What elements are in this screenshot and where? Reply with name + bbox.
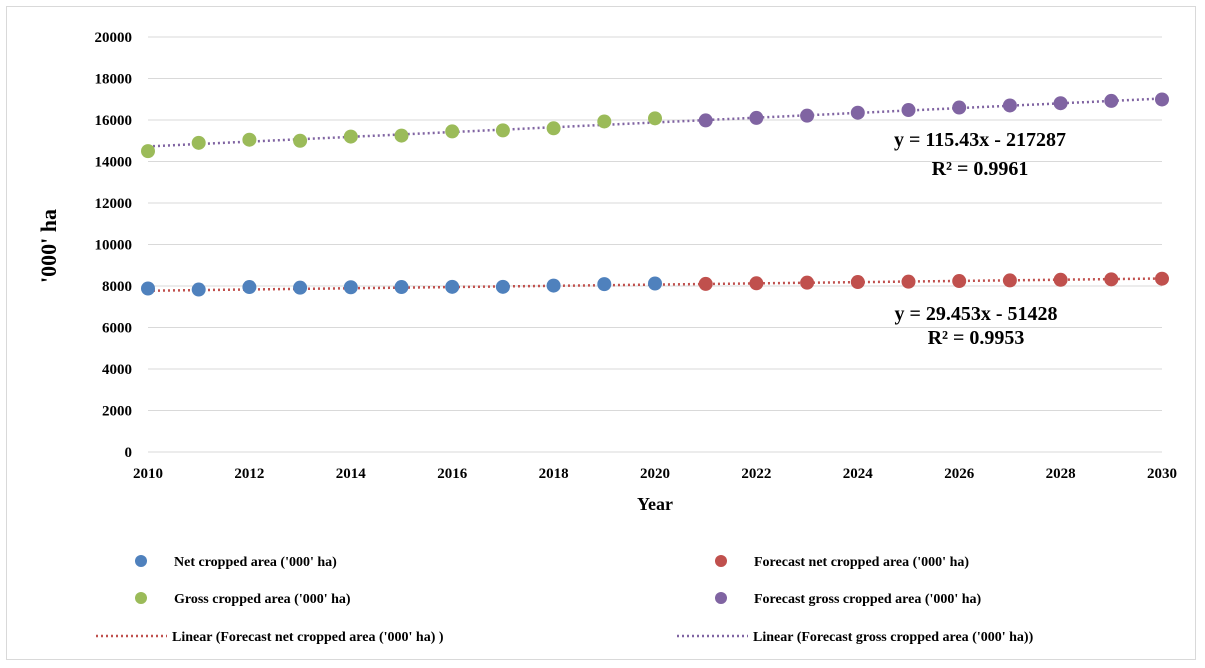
chart-frame <box>6 6 1196 660</box>
gross-trend-equation: y = 115.43x - 217287 <box>894 129 1066 151</box>
data-point-series-3 <box>850 105 865 120</box>
x-tick-label: 2028 <box>1046 466 1076 482</box>
legend-item-linear-net: Linear (Forecast net cropped area ('000'… <box>96 630 444 645</box>
x-tick-label: 2018 <box>539 466 569 482</box>
data-point-series-3 <box>800 108 815 123</box>
x-tick-label: 2022 <box>741 466 771 482</box>
y-tick-label: 0 <box>125 445 133 461</box>
y-tick-label: 16000 <box>95 113 133 129</box>
data-point-series-0 <box>445 279 460 294</box>
y-tick-label: 12000 <box>95 196 133 212</box>
y-tick-label: 8000 <box>102 279 132 295</box>
data-point-series-1 <box>749 276 764 291</box>
y-tick-label: 4000 <box>102 362 132 378</box>
legend-item-forecast-net: Forecast net cropped area ('000' ha) <box>715 555 969 570</box>
legend-marker-forecast-gross <box>715 592 727 604</box>
data-point-series-1 <box>800 275 815 290</box>
legend-label-forecast-net: Forecast net cropped area ('000' ha) <box>754 555 969 570</box>
data-point-series-1 <box>850 275 865 290</box>
gross-trend-r2: R² = 0.9961 <box>932 158 1029 180</box>
data-point-series-3 <box>1053 96 1068 111</box>
y-tick-label: 2000 <box>102 404 132 420</box>
net-trend-equation: y = 29.453x - 51428 <box>894 303 1057 325</box>
y-tick-label: 10000 <box>95 238 133 254</box>
data-point-series-0 <box>343 280 358 295</box>
data-point-series-2 <box>394 128 409 143</box>
data-point-series-2 <box>495 123 510 138</box>
legend-item-linear-gross: Linear (Forecast gross cropped area ('00… <box>677 630 1034 645</box>
x-tick-label: 2024 <box>843 466 874 482</box>
y-axis-ticks: 0 2000 4000 6000 8000 10000 12000 14000 16000 180… <box>95 30 133 461</box>
data-point-series-2 <box>343 129 358 144</box>
x-tick-label: 2016 <box>437 466 468 482</box>
y-axis-title: '000' ha <box>36 209 61 283</box>
legend: Net cropped area ('000' ha) Forecast net… <box>96 555 1034 645</box>
x-tick-label: 2026 <box>944 466 975 482</box>
data-point-series-3 <box>749 110 764 125</box>
x-tick-label: 2014 <box>336 466 367 482</box>
data-point-series-1 <box>1104 272 1119 287</box>
data-point-series-3 <box>1104 93 1119 108</box>
data-point-series-3 <box>952 100 967 115</box>
data-point-series-3 <box>698 113 713 128</box>
legend-marker-gross-cropped <box>135 592 147 604</box>
y-tick-label: 14000 <box>95 155 133 171</box>
data-points <box>141 92 1169 297</box>
data-point-series-0 <box>191 282 206 297</box>
trendline-series-4 <box>147 277 1163 292</box>
data-point-series-3 <box>901 103 916 118</box>
data-point-series-0 <box>141 281 155 296</box>
x-tick-label: 2020 <box>640 466 670 482</box>
x-tick-label: 2012 <box>234 466 264 482</box>
legend-label-forecast-gross: Forecast gross cropped area ('000' ha) <box>754 592 982 607</box>
data-point-series-1 <box>1053 272 1068 287</box>
data-point-series-2 <box>293 133 308 148</box>
data-point-series-0 <box>546 278 561 293</box>
data-point-series-1 <box>698 276 713 291</box>
y-tick-label: 18000 <box>95 72 133 88</box>
x-tick-label: 2030 <box>1147 466 1177 482</box>
data-point-series-0 <box>394 280 409 295</box>
data-point-series-1 <box>901 274 916 289</box>
legend-label-linear-gross: Linear (Forecast gross cropped area ('00… <box>753 630 1034 645</box>
data-point-series-3 <box>1002 98 1017 113</box>
data-point-series-0 <box>293 280 308 295</box>
data-point-series-0 <box>648 276 662 291</box>
trendlines <box>147 97 1163 292</box>
trendline-series-5 <box>147 97 1163 148</box>
data-point-series-1 <box>1155 271 1169 286</box>
data-point-series-3 <box>1155 92 1169 107</box>
data-point-series-2 <box>445 124 460 139</box>
legend-item-gross-cropped: Gross cropped area ('000' ha) <box>135 592 351 607</box>
legend-marker-net-cropped <box>135 555 147 567</box>
data-point-series-2 <box>597 114 612 129</box>
data-point-series-2 <box>141 144 155 159</box>
data-point-series-1 <box>952 274 967 289</box>
data-point-series-2 <box>648 111 662 126</box>
data-point-series-0 <box>495 279 510 294</box>
data-point-series-1 <box>1002 273 1017 288</box>
legend-label-linear-net: Linear (Forecast net cropped area ('000'… <box>172 630 444 645</box>
data-point-series-2 <box>546 121 561 136</box>
data-point-series-2 <box>191 135 206 150</box>
legend-label-net-cropped: Net cropped area ('000' ha) <box>174 555 337 570</box>
x-tick-label: 2010 <box>133 466 163 482</box>
legend-label-gross-cropped: Gross cropped area ('000' ha) <box>174 592 351 607</box>
data-point-series-0 <box>597 277 612 292</box>
data-point-series-0 <box>242 280 257 295</box>
x-axis-title: Year <box>637 494 673 514</box>
net-trend-r2: R² = 0.9953 <box>928 327 1025 349</box>
data-point-series-2 <box>242 132 257 147</box>
legend-item-net-cropped: Net cropped area ('000' ha) <box>135 555 337 570</box>
legend-marker-forecast-net <box>715 555 727 567</box>
y-tick-label: 20000 <box>95 30 133 46</box>
y-tick-label: 6000 <box>102 321 132 337</box>
x-axis-ticks: 2010 2012 2014 2016 2018 2020 2022 2024 2026 2028… <box>133 466 1177 482</box>
legend-item-forecast-gross: Forecast gross cropped area ('000' ha) <box>715 592 982 607</box>
